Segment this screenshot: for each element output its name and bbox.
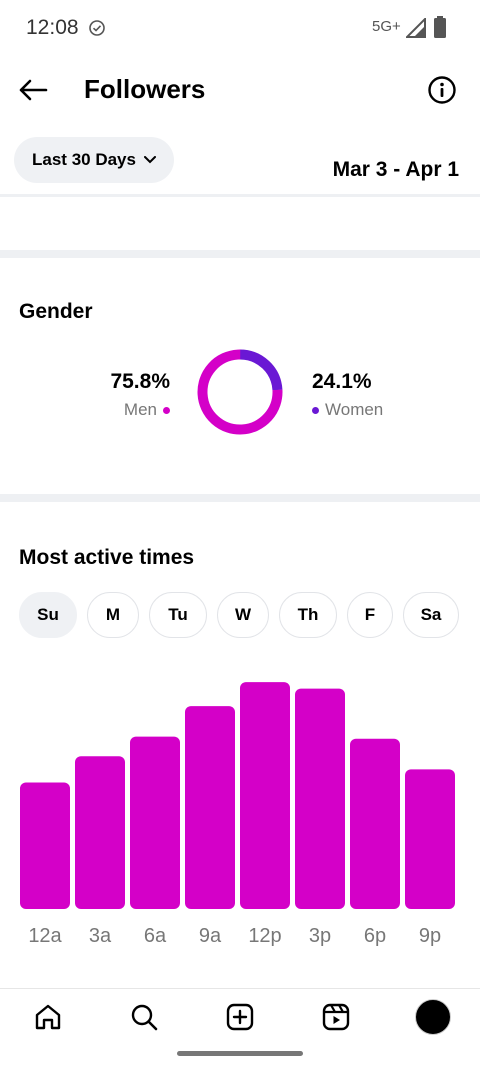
info-icon[interactable] [426, 74, 458, 106]
date-range-text: Mar 3 - Apr 1 [332, 158, 459, 181]
day-pill-tu[interactable]: Tu [149, 592, 207, 638]
home-icon[interactable] [32, 1001, 64, 1033]
create-icon[interactable] [224, 1001, 256, 1033]
section-divider [0, 494, 480, 502]
day-pill-th[interactable]: Th [279, 592, 337, 638]
filter-row: Last 30 Days Mar 3 - Apr 1 [0, 136, 480, 186]
women-percentage: 24.1% [312, 370, 372, 393]
active-times-bar-chart: 12a 3a 6a 9a 12p 3p 6p 9p [20, 682, 455, 947]
x-tick-label: 6a [144, 925, 167, 947]
x-tick-label: 9p [419, 925, 441, 947]
x-tick-label: 12p [248, 925, 281, 947]
date-range-dropdown-label: Last 30 Days [32, 150, 136, 169]
women-label-row: Women [312, 400, 383, 420]
bar-12a[interactable] [20, 782, 70, 910]
network-type: 5G+ [372, 18, 401, 35]
x-tick-label: 6p [364, 925, 386, 947]
day-pill-w[interactable]: W [217, 592, 269, 638]
status-bar: 12:08 5G+ [0, 0, 480, 56]
gender-breakdown: 75.8% Men 24.1% Women [0, 340, 480, 450]
arrow-left-icon [19, 79, 48, 101]
active-times-title: Most active times [19, 546, 195, 569]
signal-icon [406, 18, 426, 38]
day-selector: Su M Tu W Th F Sa [19, 592, 459, 638]
x-tick-label: 12a [28, 925, 62, 947]
divider [0, 194, 480, 197]
search-icon[interactable] [128, 1001, 160, 1033]
bar-3a[interactable] [75, 756, 125, 909]
bar-6p[interactable] [350, 738, 400, 909]
bottom-nav [0, 988, 480, 1067]
bar-6a[interactable] [130, 736, 180, 909]
bar-9p[interactable] [405, 769, 455, 909]
men-percentage: 75.8% [110, 370, 170, 393]
reels-icon[interactable] [320, 1001, 352, 1033]
men-legend-dot [163, 406, 170, 414]
day-pill-su[interactable]: Su [19, 592, 77, 638]
bar-9a[interactable] [185, 706, 235, 909]
x-tick-label: 9a [199, 925, 222, 947]
x-tick-label: 3a [89, 925, 112, 947]
day-pill-sa[interactable]: Sa [403, 592, 459, 638]
women-label: Women [325, 400, 384, 419]
gender-title: Gender [19, 300, 93, 323]
day-pill-f[interactable]: F [347, 592, 393, 638]
gender-donut-chart [197, 349, 283, 435]
home-indicator[interactable] [177, 1051, 303, 1056]
men-donut-segment [197, 349, 283, 435]
back-button[interactable] [16, 74, 50, 106]
bar-3p[interactable] [295, 688, 345, 909]
day-pill-m[interactable]: M [87, 592, 139, 638]
men-stat: 75.8% Men [110, 370, 170, 420]
bar-12p[interactable] [240, 682, 290, 909]
women-legend-dot [312, 406, 319, 414]
battery-icon [434, 16, 446, 38]
chevron-down-icon [143, 156, 156, 164]
men-label: Men [123, 400, 157, 419]
profile-avatar[interactable] [415, 999, 451, 1035]
women-stat: 24.1% Women [312, 370, 383, 420]
x-tick-label: 3p [309, 925, 331, 947]
header: Followers [0, 60, 480, 120]
section-divider [0, 250, 480, 258]
page-title: Followers [84, 74, 206, 104]
verified-icon [89, 20, 105, 36]
date-range-dropdown[interactable]: Last 30 Days [14, 137, 174, 183]
men-label-row: Men [110, 400, 170, 420]
status-time: 12:08 [26, 16, 79, 39]
